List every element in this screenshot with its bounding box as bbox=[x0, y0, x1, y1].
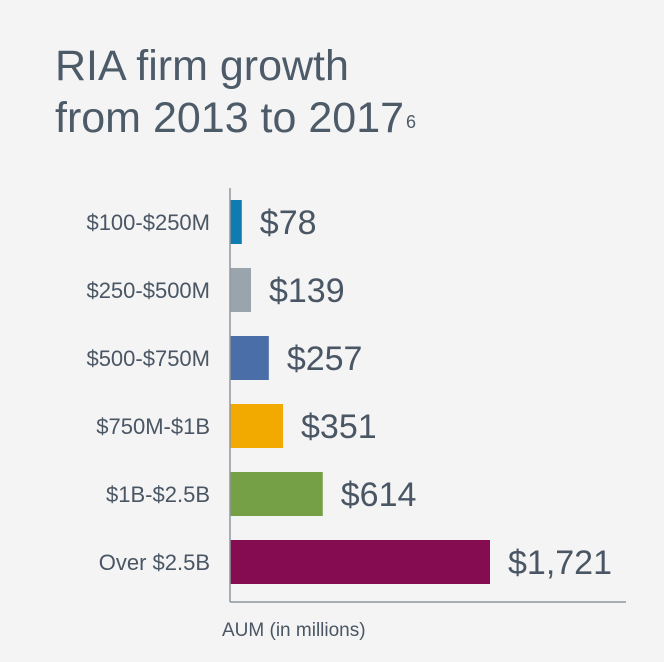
value-label: $257 bbox=[287, 340, 363, 378]
chart-title-line-1: RIA firm growth bbox=[55, 42, 349, 90]
category-label: $250-$500M bbox=[86, 278, 210, 303]
value-label: $1,721 bbox=[508, 544, 612, 582]
bar bbox=[230, 540, 490, 584]
category-label: $500-$750M bbox=[86, 346, 210, 371]
bar bbox=[230, 200, 242, 244]
chart-title-line-2: from 2013 to 2017 6 bbox=[55, 92, 416, 144]
category-label: $1B-$2.5B bbox=[106, 482, 210, 507]
bar bbox=[230, 404, 284, 448]
value-label: $614 bbox=[341, 476, 417, 514]
category-label: Over $2.5B bbox=[99, 550, 210, 575]
footnote-marker: 6 bbox=[406, 112, 417, 132]
bar bbox=[230, 472, 323, 516]
value-label: $351 bbox=[301, 408, 377, 446]
x-axis-label: AUM (in millions) bbox=[222, 620, 366, 641]
value-label: $139 bbox=[269, 272, 345, 310]
bar bbox=[230, 268, 251, 312]
bar bbox=[230, 336, 269, 380]
category-label: $100-$250M bbox=[86, 210, 210, 235]
value-label: $78 bbox=[260, 204, 317, 242]
bar-group: $100-$250M $78 $250-$500M $139 $500-$750M $25… bbox=[86, 200, 612, 584]
category-label: $750M-$1B bbox=[96, 414, 210, 439]
chart-title-text: from 2013 to 2017 bbox=[55, 94, 405, 142]
chart-title: RIA firm growth from 2013 to 2017 6 bbox=[55, 40, 416, 144]
